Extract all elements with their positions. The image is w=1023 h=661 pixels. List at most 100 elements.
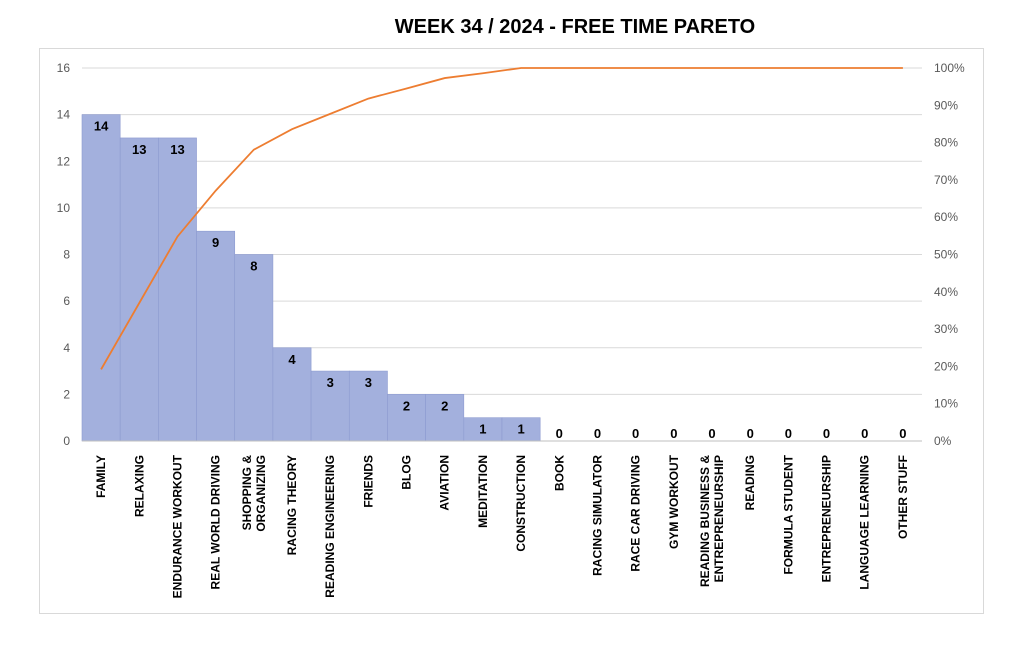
data-label: 0: [594, 426, 601, 441]
x-category-label: RACING THEORY: [285, 455, 299, 555]
x-category-label-line: AVIATION: [438, 455, 452, 511]
bar: [348, 370, 388, 442]
x-category-label: BOOK: [552, 455, 566, 491]
bar: [272, 347, 312, 442]
data-label: 4: [288, 352, 296, 367]
x-category-label: RACING SIMULATOR: [590, 455, 604, 576]
x-category-label: CONSTRUCTION: [514, 455, 528, 552]
x-category-label-line: RACE CAR DRIVING: [629, 455, 643, 572]
x-category-label: ENTREPRENEURSHIP: [820, 455, 834, 582]
x-category-label-line: ENDURANCE WORKOUT: [170, 454, 184, 598]
x-category-label-line: READING: [743, 455, 757, 510]
y-tick-label: 4: [63, 341, 70, 355]
y-tick-label: 12: [57, 154, 71, 168]
y2-tick-label: 50%: [934, 248, 958, 262]
bar: [234, 254, 274, 442]
data-label: 13: [170, 142, 184, 157]
x-category-label-line: SHOPPING &: [240, 455, 254, 531]
data-label: 1: [517, 422, 524, 437]
x-category-label: SHOPPING &ORGANIZING: [240, 455, 268, 532]
data-label: 0: [556, 426, 563, 441]
data-label: 0: [747, 426, 754, 441]
x-category-label: READING ENGINEERING: [323, 455, 337, 598]
y-tick-label: 14: [57, 108, 71, 122]
data-label: 3: [365, 375, 372, 390]
data-label: 2: [403, 398, 410, 413]
x-category-label-line: READING ENGINEERING: [323, 455, 337, 598]
y2-tick-label: 70%: [934, 173, 958, 187]
y2-tick-label: 100%: [934, 61, 965, 75]
x-category-label-line: RELAXING: [132, 455, 146, 517]
axes: 02468101214160%10%20%30%40%50%60%70%80%9…: [57, 61, 965, 598]
x-category-label: RELAXING: [132, 455, 146, 517]
bar: [310, 370, 350, 442]
x-category-label: FORMULA STUDENT: [781, 454, 795, 574]
bar: [196, 230, 236, 442]
data-label: 0: [670, 426, 677, 441]
bar: [387, 394, 426, 442]
x-category-label-line: FORMULA STUDENT: [781, 454, 795, 574]
x-category-label: OTHER STUFF: [896, 455, 910, 539]
bar: [158, 137, 197, 442]
data-label: 14: [94, 119, 109, 134]
data-label: 1: [479, 422, 486, 437]
x-category-label: READING BUSINESS &ENTREPRENEURSHIP: [698, 455, 726, 587]
x-category-label: BLOG: [400, 455, 414, 490]
y2-tick-label: 40%: [934, 285, 958, 299]
y-tick-label: 16: [57, 61, 71, 75]
y-tick-label: 2: [63, 387, 70, 401]
cumulative-percent-line: [100, 67, 903, 370]
y2-tick-label: 10%: [934, 397, 958, 411]
data-label: 8: [250, 259, 257, 274]
bar: [119, 137, 159, 442]
x-category-label-line: RACING SIMULATOR: [590, 455, 604, 576]
x-category-label-line: MEDITATION: [476, 455, 490, 528]
y2-tick-label: 30%: [934, 322, 958, 336]
x-category-label: FAMILY: [94, 455, 108, 498]
y2-tick-label: 60%: [934, 210, 958, 224]
x-category-label: RACE CAR DRIVING: [629, 455, 643, 572]
data-label: 0: [823, 426, 830, 441]
bars: [81, 114, 541, 442]
x-category-label-line: BOOK: [552, 455, 566, 491]
x-category-label-line: FAMILY: [94, 455, 108, 498]
x-category-label: AVIATION: [438, 455, 452, 511]
x-category-label: READING: [743, 455, 757, 510]
y2-tick-label: 80%: [934, 136, 958, 150]
x-category-label: ENDURANCE WORKOUT: [170, 454, 184, 598]
y2-tick-label: 0%: [934, 434, 952, 448]
x-category-label-line: REAL WORLD DRIVING: [209, 455, 223, 589]
x-category-label: MEDITATION: [476, 455, 490, 528]
x-category-label-line: OTHER STUFF: [896, 455, 910, 539]
x-category-label-line: ENTREPRENEURSHIP: [820, 455, 834, 582]
x-category-label-line: RACING THEORY: [285, 455, 299, 555]
data-label: 13: [132, 142, 146, 157]
x-category-label-line: GYM WORKOUT: [667, 454, 681, 549]
data-label: 0: [632, 426, 639, 441]
data-label: 2: [441, 398, 448, 413]
chart-title: WEEK 34 / 2024 - FREE TIME PARETO: [394, 16, 756, 38]
x-category-label-line: ORGANIZING: [254, 455, 268, 532]
y-tick-label: 10: [57, 201, 71, 215]
data-label: 0: [708, 426, 715, 441]
data-labels: 14 13 13 9 8 4 3 3 2 2 1 1 0 0 0 0 0 0 0 0 0 0: [94, 119, 907, 441]
data-label: 9: [212, 235, 219, 250]
x-category-label-line: READING BUSINESS &: [698, 455, 712, 587]
x-category-label-line: FRIENDS: [361, 455, 375, 508]
y-tick-label: 8: [63, 248, 70, 262]
y2-tick-label: 20%: [934, 359, 958, 373]
y2-tick-label: 90%: [934, 98, 958, 112]
x-category-label-line: CONSTRUCTION: [514, 455, 528, 552]
x-category-label-line: ENTREPRENEURSHIP: [712, 455, 726, 582]
x-category-label: FRIENDS: [361, 455, 375, 508]
data-label: 0: [899, 426, 906, 441]
x-category-label-line: LANGUAGE LEARNING: [858, 455, 872, 590]
data-label: 0: [861, 426, 868, 441]
data-label: 3: [327, 375, 334, 390]
y-tick-label: 6: [63, 294, 70, 308]
x-category-label: LANGUAGE LEARNING: [858, 455, 872, 590]
y-tick-label: 0: [63, 434, 70, 448]
bar: [81, 114, 121, 442]
cumulative-line-layer: [100, 67, 903, 370]
